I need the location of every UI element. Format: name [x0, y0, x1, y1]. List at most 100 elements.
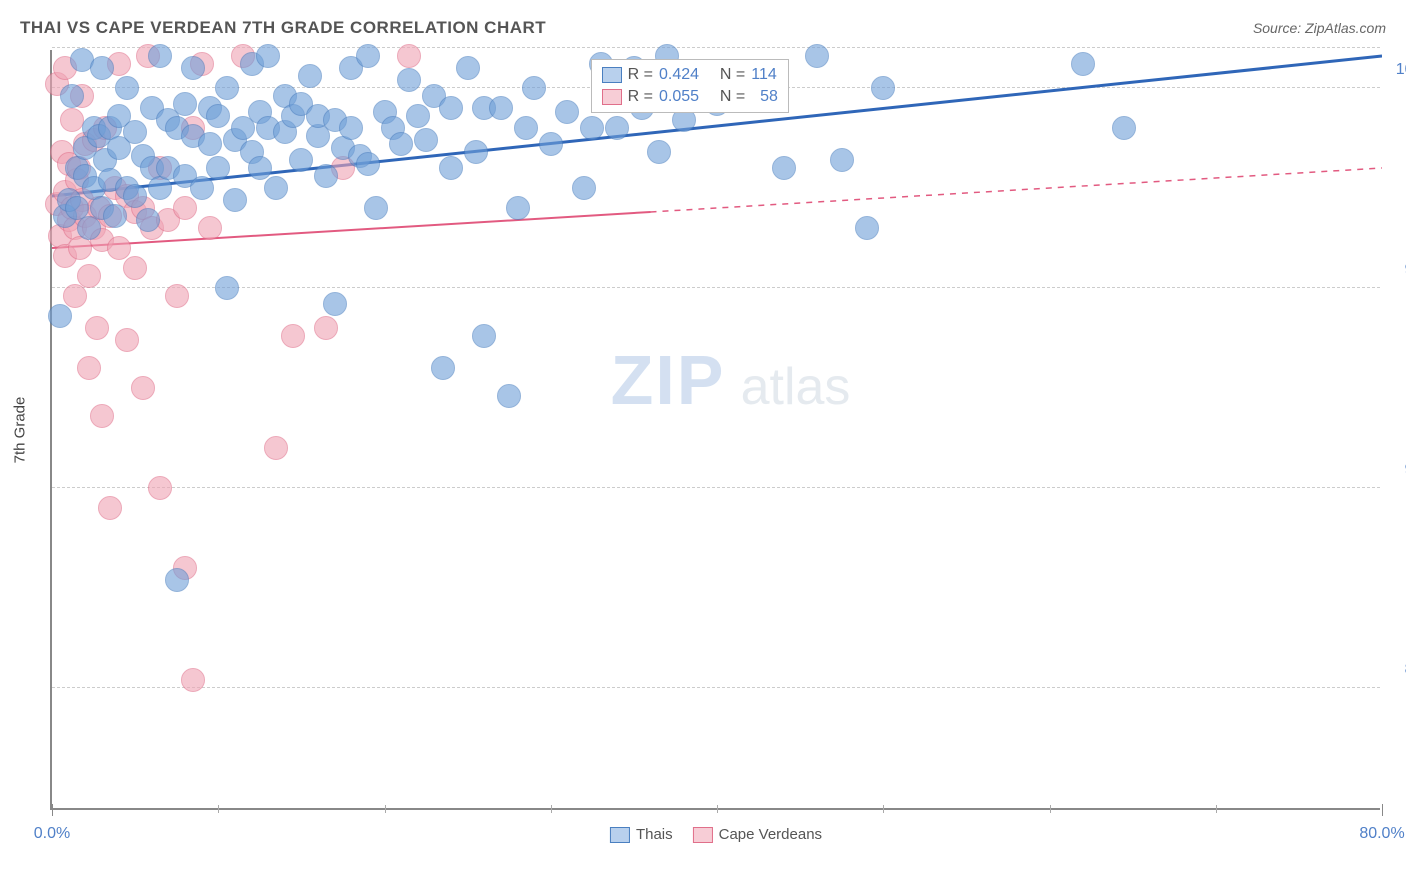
data-point — [830, 148, 854, 172]
data-point — [356, 152, 380, 176]
y-tick-label: 100.0% — [1390, 61, 1406, 79]
data-point — [115, 76, 139, 100]
legend-swatch — [602, 67, 622, 83]
data-point — [115, 328, 139, 352]
data-point — [248, 156, 272, 180]
legend-swatch — [693, 827, 713, 843]
data-point — [456, 56, 480, 80]
data-point — [107, 236, 131, 260]
legend-label: Thais — [636, 826, 673, 843]
data-point — [406, 104, 430, 128]
data-point — [136, 208, 160, 232]
data-point — [215, 76, 239, 100]
data-point — [805, 44, 829, 68]
data-point — [256, 44, 280, 68]
data-point — [60, 108, 84, 132]
data-point — [314, 164, 338, 188]
data-point — [190, 176, 214, 200]
data-point — [439, 156, 463, 180]
data-point — [123, 184, 147, 208]
data-point — [605, 116, 629, 140]
data-point — [181, 56, 205, 80]
data-point — [289, 148, 313, 172]
plot-area: 85.0%90.0%95.0%100.0%0.0%80.0%ZIPatlas R… — [50, 50, 1380, 810]
data-point — [48, 304, 72, 328]
x-tick-label: 0.0% — [34, 825, 70, 843]
data-point — [206, 156, 230, 180]
data-point — [1071, 52, 1095, 76]
legend-swatch — [610, 827, 630, 843]
y-tick-label: 90.0% — [1390, 461, 1406, 479]
data-point — [264, 436, 288, 460]
data-point — [506, 196, 530, 220]
data-point — [173, 196, 197, 220]
data-point — [77, 216, 101, 240]
data-point — [389, 132, 413, 156]
legend-item: Cape Verdeans — [693, 826, 822, 843]
legend-item: Thais — [610, 826, 673, 843]
source-label: Source: ZipAtlas.com — [1253, 20, 1386, 36]
y-tick-label: 95.0% — [1390, 261, 1406, 279]
data-point — [90, 404, 114, 428]
data-point — [314, 316, 338, 340]
data-point — [123, 120, 147, 144]
data-point — [555, 100, 579, 124]
data-point — [85, 316, 109, 340]
data-point — [514, 116, 538, 140]
chart-title: THAI VS CAPE VERDEAN 7TH GRADE CORRELATI… — [20, 18, 546, 38]
data-point — [123, 256, 147, 280]
data-point — [572, 176, 596, 200]
data-point — [90, 56, 114, 80]
data-point — [298, 64, 322, 88]
data-point — [77, 264, 101, 288]
data-point — [131, 376, 155, 400]
legend-label: Cape Verdeans — [719, 826, 822, 843]
data-point — [364, 196, 388, 220]
data-point — [165, 568, 189, 592]
data-point — [60, 84, 84, 108]
chart-container: 7th Grade 85.0%90.0%95.0%100.0%0.0%80.0%… — [50, 50, 1380, 810]
data-point — [464, 140, 488, 164]
data-point — [647, 140, 671, 164]
data-point — [148, 44, 172, 68]
data-point — [439, 96, 463, 120]
data-point — [489, 96, 513, 120]
data-point — [431, 356, 455, 380]
correlation-legend: R = 0.424 N = 114 R = 0.055 N = 58 — [591, 59, 789, 113]
data-point — [181, 668, 205, 692]
data-point — [281, 324, 305, 348]
data-point — [339, 116, 363, 140]
series-legend: Thais Cape Verdeans — [610, 826, 822, 843]
data-point — [264, 176, 288, 200]
data-point — [855, 216, 879, 240]
data-point — [356, 44, 380, 68]
data-point — [497, 384, 521, 408]
data-point — [1112, 116, 1136, 140]
data-point — [397, 44, 421, 68]
data-point — [103, 204, 127, 228]
data-point — [215, 276, 239, 300]
y-tick-label: 85.0% — [1390, 661, 1406, 679]
data-point — [98, 496, 122, 520]
data-point — [63, 284, 87, 308]
data-point — [223, 188, 247, 212]
data-point — [397, 68, 421, 92]
x-tick — [1382, 804, 1383, 816]
y-axis-title: 7th Grade — [12, 397, 29, 464]
data-point — [772, 156, 796, 180]
data-point — [472, 324, 496, 348]
data-point — [323, 292, 347, 316]
data-point — [580, 116, 604, 140]
data-point — [148, 476, 172, 500]
data-point — [414, 128, 438, 152]
data-point — [198, 132, 222, 156]
data-point — [871, 76, 895, 100]
data-point — [77, 356, 101, 380]
data-point — [173, 92, 197, 116]
data-point — [539, 132, 563, 156]
data-point — [522, 76, 546, 100]
legend-swatch — [602, 89, 622, 105]
data-point — [165, 284, 189, 308]
data-point — [206, 104, 230, 128]
data-point — [198, 216, 222, 240]
